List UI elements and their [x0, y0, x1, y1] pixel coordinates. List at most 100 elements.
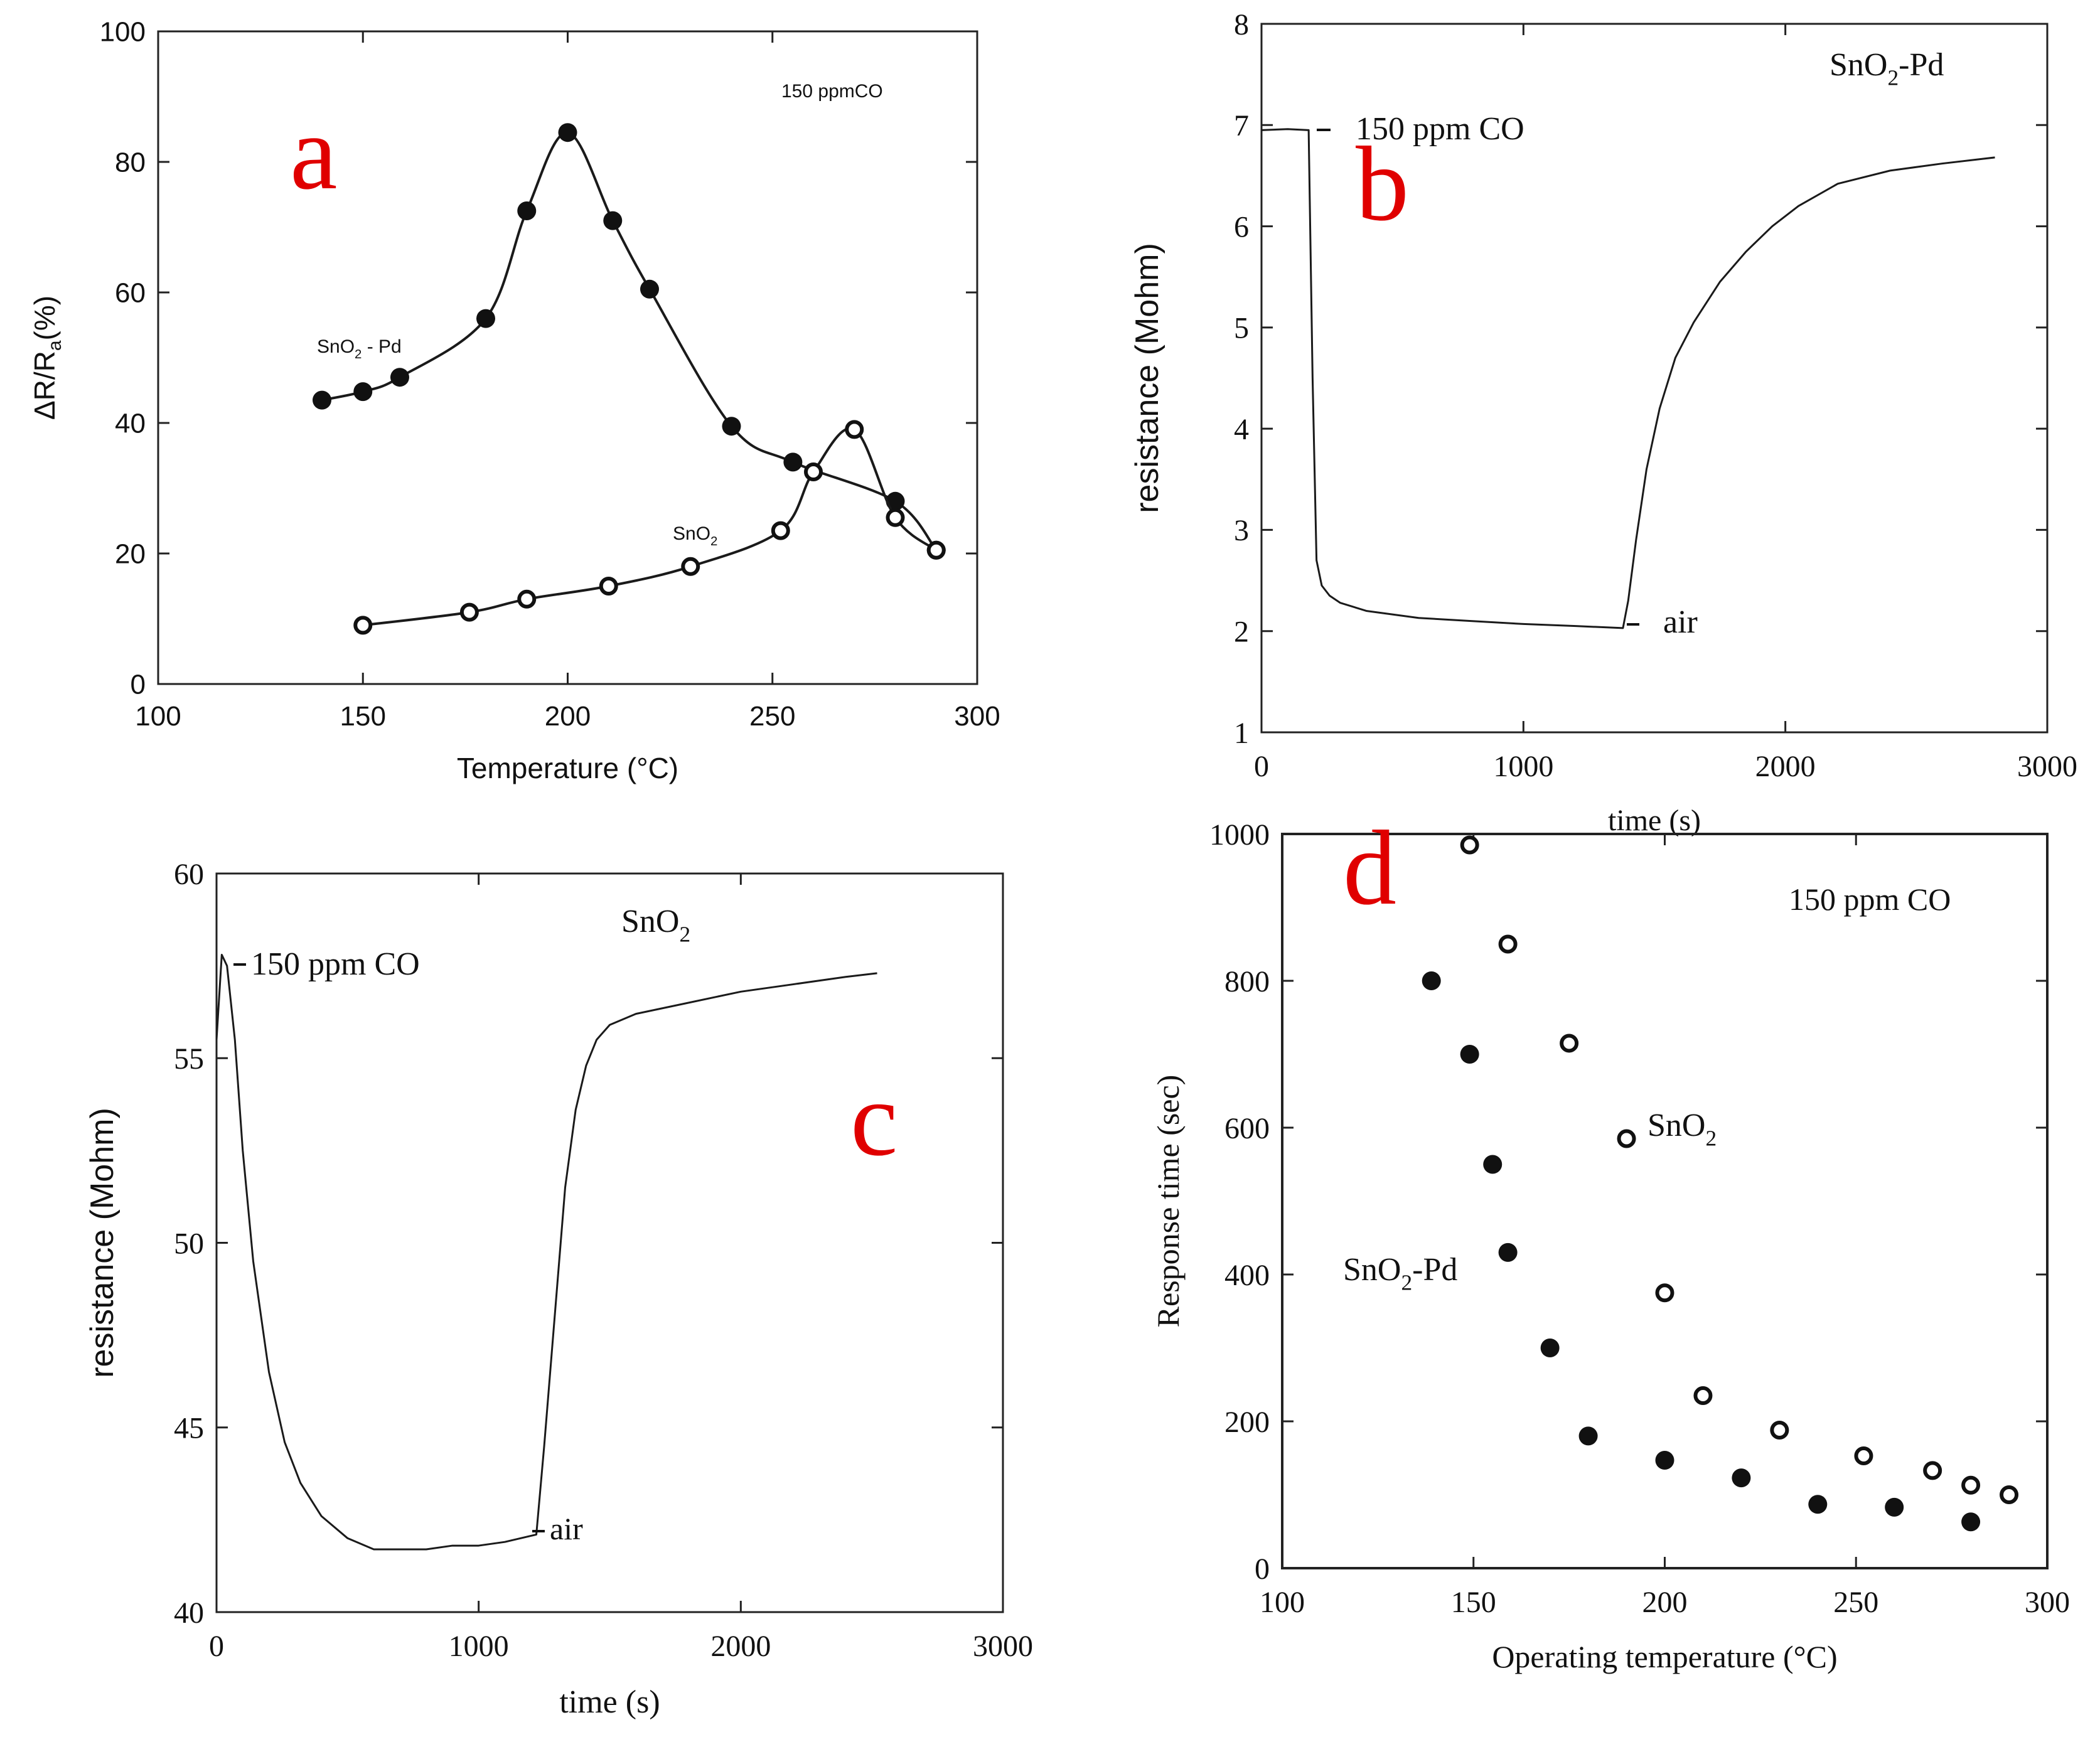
- x-axis-label: time (s): [1608, 804, 1701, 837]
- series-sno2-pd-point: [313, 390, 331, 410]
- y-axis-label: Response time (sec): [1150, 1075, 1186, 1328]
- x-tick-label: 0: [209, 1630, 224, 1663]
- series-sno2-point: [599, 577, 618, 596]
- series-sno2-point: [681, 557, 700, 576]
- y-tick-label: 0: [131, 669, 146, 700]
- label-sno2-c-sub: 2: [679, 922, 690, 947]
- x-tick-label: 1000: [449, 1630, 509, 1663]
- y-tick-label: 60: [115, 277, 146, 308]
- series-sno2-pd-point: [390, 368, 409, 387]
- series-sno2-point: [1770, 1421, 1789, 1440]
- series-sno2-point: [771, 521, 790, 540]
- y-tick-label: 45: [174, 1412, 204, 1445]
- series-sno2-pd-point: [1885, 1497, 1904, 1517]
- y-tick-label: 100: [100, 16, 146, 47]
- annotation-150ppm-co-c: 150 ppm CO: [251, 946, 420, 982]
- series-sno2-pd-point: [1483, 1155, 1503, 1174]
- label-sno2-pd-b: SnO2-Pd: [1829, 47, 1944, 90]
- y-axis-label: resistance (Mohm): [1129, 243, 1165, 513]
- y-tick-label: 8: [1234, 8, 1249, 41]
- label-sno2-pd-a-sub: 2: [355, 348, 362, 361]
- y-tick-label: 6: [1234, 210, 1249, 243]
- x-tick-label: 3000: [2017, 750, 2077, 783]
- label-sno2-a: SnO2: [673, 523, 717, 548]
- x-axis-label: Temperature (°C): [457, 752, 678, 784]
- x-tick-label: 0: [1254, 750, 1269, 783]
- y-tick-label: 40: [174, 1596, 204, 1630]
- series-sno2-line: [215, 953, 877, 1551]
- label-sno2-d-sub: 2: [1705, 1126, 1717, 1151]
- annotation-150ppm-co-a: 150 ppmCO: [781, 81, 883, 102]
- series-sno2-pd-point: [783, 452, 803, 472]
- y-tick-label: 20: [115, 538, 146, 569]
- panel-letter-c: c: [850, 1060, 897, 1178]
- y-tick-label: 200: [1224, 1406, 1270, 1439]
- series-sno2-point: [353, 616, 373, 635]
- label-sno2-a-main: SnO: [673, 523, 710, 544]
- x-tick-label: 300: [954, 701, 1000, 732]
- x-tick-label: 250: [1833, 1586, 1878, 1619]
- x-tick-label: 2000: [1755, 750, 1816, 783]
- series-sno2-point: [1961, 1475, 1981, 1495]
- x-tick-label: 150: [340, 701, 386, 732]
- y-axis-label: resistance (Mohm): [84, 1108, 121, 1378]
- label-sno2-pd-d-main: SnO: [1343, 1252, 1401, 1288]
- series-sno2-pd-point: [1808, 1495, 1828, 1514]
- series-sno2-point: [1693, 1386, 1713, 1406]
- panel-letter-d: d: [1343, 809, 1396, 927]
- series-sno2-point: [517, 589, 537, 609]
- series-sno2-point: [1498, 934, 1518, 954]
- series-sno2-pd-point: [353, 382, 373, 402]
- y-tick-label: 2: [1234, 616, 1249, 649]
- x-tick-label: 100: [135, 701, 181, 732]
- label-sno2-pd-a: SnO2 - Pd: [317, 336, 402, 361]
- x-axis-label: Operating temperature (°C): [1492, 1639, 1837, 1674]
- label-sno2-pd-a-tail: - Pd: [362, 336, 401, 357]
- series-sno2-pd-point: [1655, 1451, 1674, 1470]
- label-sno2-pd-d-sub: 2: [1401, 1270, 1412, 1295]
- y-tick-label: 0: [1255, 1552, 1270, 1586]
- series-sno2-pd-point: [476, 309, 495, 328]
- label-sno2-pd-a-main: SnO: [317, 336, 355, 357]
- series-sno2-pd-line: [321, 131, 938, 552]
- y-axis-label-main: ΔR/R: [28, 351, 61, 420]
- series-sno2-pd-point: [1498, 1242, 1518, 1262]
- series-sno2-pd-point: [1540, 1339, 1560, 1357]
- series-sno2-pd-point: [1422, 971, 1441, 990]
- annotation-150ppm-co-b: 150 ppm CO: [1356, 111, 1524, 147]
- y-tick-label: 55: [174, 1042, 204, 1076]
- chart-panel-b: 0 1000 2000 3000 1 2 3 4 5 6 7 8 time (s) resistance …: [1129, 8, 2077, 837]
- y-tick-label: 5: [1234, 312, 1249, 345]
- x-axis-label: time (s): [559, 1684, 660, 1720]
- series-sno2-point: [804, 462, 823, 481]
- series-sno2-point: [1617, 1129, 1636, 1148]
- series-sno2-pd-line: [1261, 128, 1995, 629]
- y-tick-label: 1: [1234, 717, 1249, 750]
- y-tick-label: 80: [115, 147, 146, 178]
- y-tick-label: 800: [1224, 965, 1270, 998]
- series-sno2-point: [1655, 1283, 1674, 1303]
- y-tick-label: 3: [1234, 514, 1249, 547]
- y-tick-label: 7: [1234, 109, 1249, 142]
- x-tick-label: 200: [1642, 1586, 1688, 1619]
- series-sno2-pd-point: [640, 279, 659, 299]
- chart-panel-d: 100 150 200 250 300 0 200 400 600 800 1000 Operatin…: [1150, 818, 2070, 1674]
- y-tick-label: 40: [115, 408, 146, 439]
- series-sno2-pd-point: [722, 417, 741, 436]
- panel-letter-b: b: [1356, 125, 1409, 243]
- x-tick-label: 2000: [710, 1630, 771, 1663]
- y-tick-label: 60: [174, 858, 204, 891]
- y-tick-label: 4: [1234, 413, 1249, 446]
- y-axis-label-sub: a: [45, 340, 65, 351]
- series-sno2-pd-point: [1961, 1512, 1981, 1532]
- x-tick-label: 200: [545, 701, 591, 732]
- annotation-150ppm-co-d: 150 ppm CO: [1789, 882, 1951, 917]
- chart-panel-c: 0 1000 2000 3000 40 45 50 55 60 time (s) resistanc…: [84, 858, 1033, 1720]
- label-sno2-c-main: SnO: [621, 904, 679, 939]
- y-tick-label: 600: [1224, 1112, 1270, 1145]
- label-sno2-pd-b-main: SnO: [1829, 47, 1887, 83]
- series-sno2-point: [926, 540, 946, 560]
- label-sno2-pd-b-sub: 2: [1887, 65, 1899, 90]
- x-tick-label: 100: [1260, 1586, 1305, 1619]
